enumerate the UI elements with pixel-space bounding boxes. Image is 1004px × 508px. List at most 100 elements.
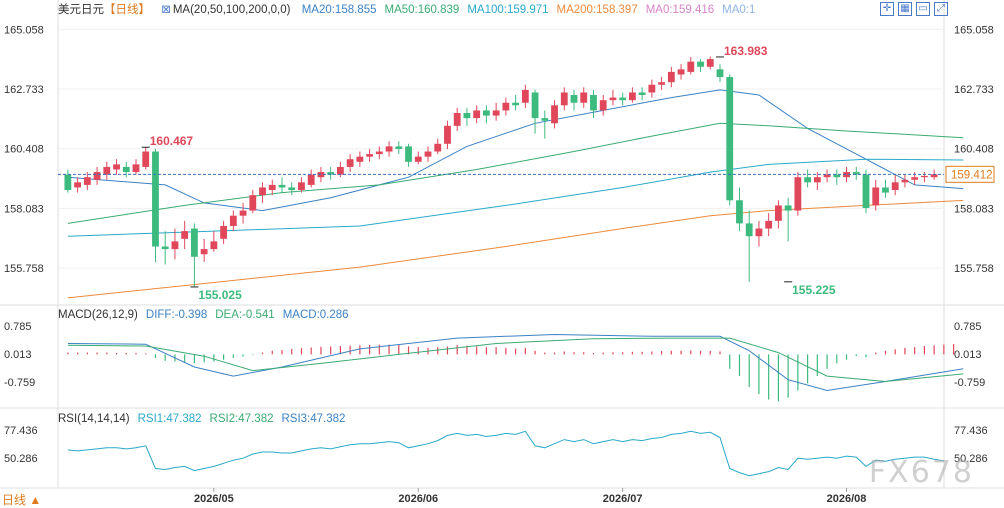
current-price-label: 159.412 <box>951 169 993 181</box>
candle-body <box>161 246 169 250</box>
price-tick-label-left: 160.408 <box>4 144 44 156</box>
period-label[interactable]: 【日线】 <box>104 4 150 16</box>
candle-body <box>395 146 403 149</box>
candle-body <box>590 95 597 111</box>
candle-body <box>609 97 617 101</box>
candle-body <box>502 102 510 111</box>
watermark: FX678 <box>868 455 974 490</box>
x-tick-label: 2026/08 <box>827 493 867 505</box>
candle-body <box>171 241 179 250</box>
macd-legend: MACD(26,12,9) DIFF:-0.398 DEA:-0.541 MACD:0… <box>58 307 365 323</box>
macd-value: DIFF:-0.398 <box>145 309 208 321</box>
candle-body <box>366 154 374 157</box>
price-tick-label-right: 162.733 <box>954 84 994 96</box>
candle-body <box>541 118 549 121</box>
candle-body <box>667 71 675 83</box>
rsi-label: RSI(14,14,14) <box>58 413 130 425</box>
candle-body <box>424 151 432 157</box>
macd-tick-label-left: 0.785 <box>4 321 32 333</box>
candle-body <box>823 174 831 178</box>
candle-body <box>843 172 850 178</box>
candle-body <box>804 177 812 183</box>
rsi-tick-label-right: 77.436 <box>954 425 988 437</box>
ma-legend-icon: ⊠ <box>161 4 171 16</box>
macd-tick-label-left: 0.013 <box>4 349 32 361</box>
ma-value: MA0:1 <box>722 4 756 16</box>
candle-body <box>697 61 704 67</box>
rsi-value: RSI2:47.382 <box>209 413 274 425</box>
candle-body <box>551 105 558 124</box>
rsi-tick-label-left: 77.436 <box>4 425 38 437</box>
ma100-line <box>67 158 964 237</box>
main-legend: 美元日元【日线】 ⊠ MA(20,50,100,200,0,0) MA20:158… <box>58 2 771 18</box>
crosshair-icon[interactable]: ✛ <box>880 2 894 16</box>
price-plot[interactable]: 160.467 155.025 163.983 155.225 <box>58 44 964 302</box>
candle-body <box>560 92 568 106</box>
candle-body <box>706 59 714 67</box>
current-price-box <box>945 165 995 183</box>
candle-body <box>872 187 880 206</box>
price-tick-label-left: 158.083 <box>4 203 44 215</box>
candle-body <box>891 182 899 191</box>
candle-body <box>833 174 841 178</box>
candle-body <box>687 61 695 72</box>
price-tick-label-right: 165.058 <box>954 24 994 36</box>
candle-body <box>463 113 471 119</box>
price-tick-label-right: 155.758 <box>954 263 994 275</box>
candle-body <box>473 110 481 119</box>
candle-body <box>229 215 237 226</box>
candle-body <box>755 228 763 237</box>
candle-body <box>132 164 140 173</box>
low-annotation: 155.025 <box>198 288 242 302</box>
minimize-icon[interactable]: ▭ <box>916 2 930 16</box>
x-tick-label: 2026/06 <box>398 493 438 505</box>
rsi-values: RSI1:47.382 RSI2:47.382 RSI3:47.382 <box>138 413 354 425</box>
price-tick-label-right: 158.083 <box>954 203 994 215</box>
candle-body <box>268 184 276 191</box>
candle-body <box>375 151 383 155</box>
candle-body <box>882 187 889 193</box>
candle-body <box>580 92 588 103</box>
candle-body <box>336 166 344 175</box>
candle-body <box>64 174 72 191</box>
layout-icon[interactable]: ▦ <box>898 2 912 16</box>
rsi-plot[interactable] <box>67 430 944 477</box>
candle-body <box>658 82 666 85</box>
candle-body <box>93 172 101 180</box>
candle-body <box>220 225 228 239</box>
candle-body <box>862 174 870 208</box>
candle-body <box>512 102 520 106</box>
candle-body <box>453 113 461 126</box>
candle-body <box>531 92 539 119</box>
ma200-line <box>67 199 964 299</box>
candle-body <box>278 184 286 188</box>
candle-body <box>190 228 198 257</box>
high-annotation: 160.467 <box>150 134 194 148</box>
candle-body <box>716 69 724 78</box>
candle-body <box>249 195 257 211</box>
candle-body <box>765 220 773 229</box>
candle-body <box>920 175 928 178</box>
candle-body <box>813 177 821 183</box>
candle-body <box>794 177 802 211</box>
candle-body <box>677 69 685 75</box>
candle-body <box>327 172 335 175</box>
period-switch-button[interactable]: 日线 ▲ <box>2 493 42 507</box>
rsi-legend: RSI(14,14,14) RSI1:47.382 RSI2:47.382 RSI3:… <box>58 411 361 427</box>
macd-plot[interactable] <box>67 333 964 402</box>
chart-gridlines <box>0 0 1004 489</box>
candle-body <box>628 92 636 101</box>
candle-body <box>434 143 442 152</box>
ma-value: MA20:158.855 <box>301 4 377 16</box>
candle-body <box>521 89 529 103</box>
ma-value: MA200:158.397 <box>556 4 638 16</box>
candle-body <box>570 95 578 103</box>
candle-body <box>103 166 111 175</box>
candle-body <box>200 249 208 255</box>
price-tick-label-left: 162.733 <box>4 84 44 96</box>
ma20-line <box>67 89 964 212</box>
candle-body <box>210 241 218 250</box>
fullscreen-icon[interactable]: ⤢ <box>934 2 948 16</box>
